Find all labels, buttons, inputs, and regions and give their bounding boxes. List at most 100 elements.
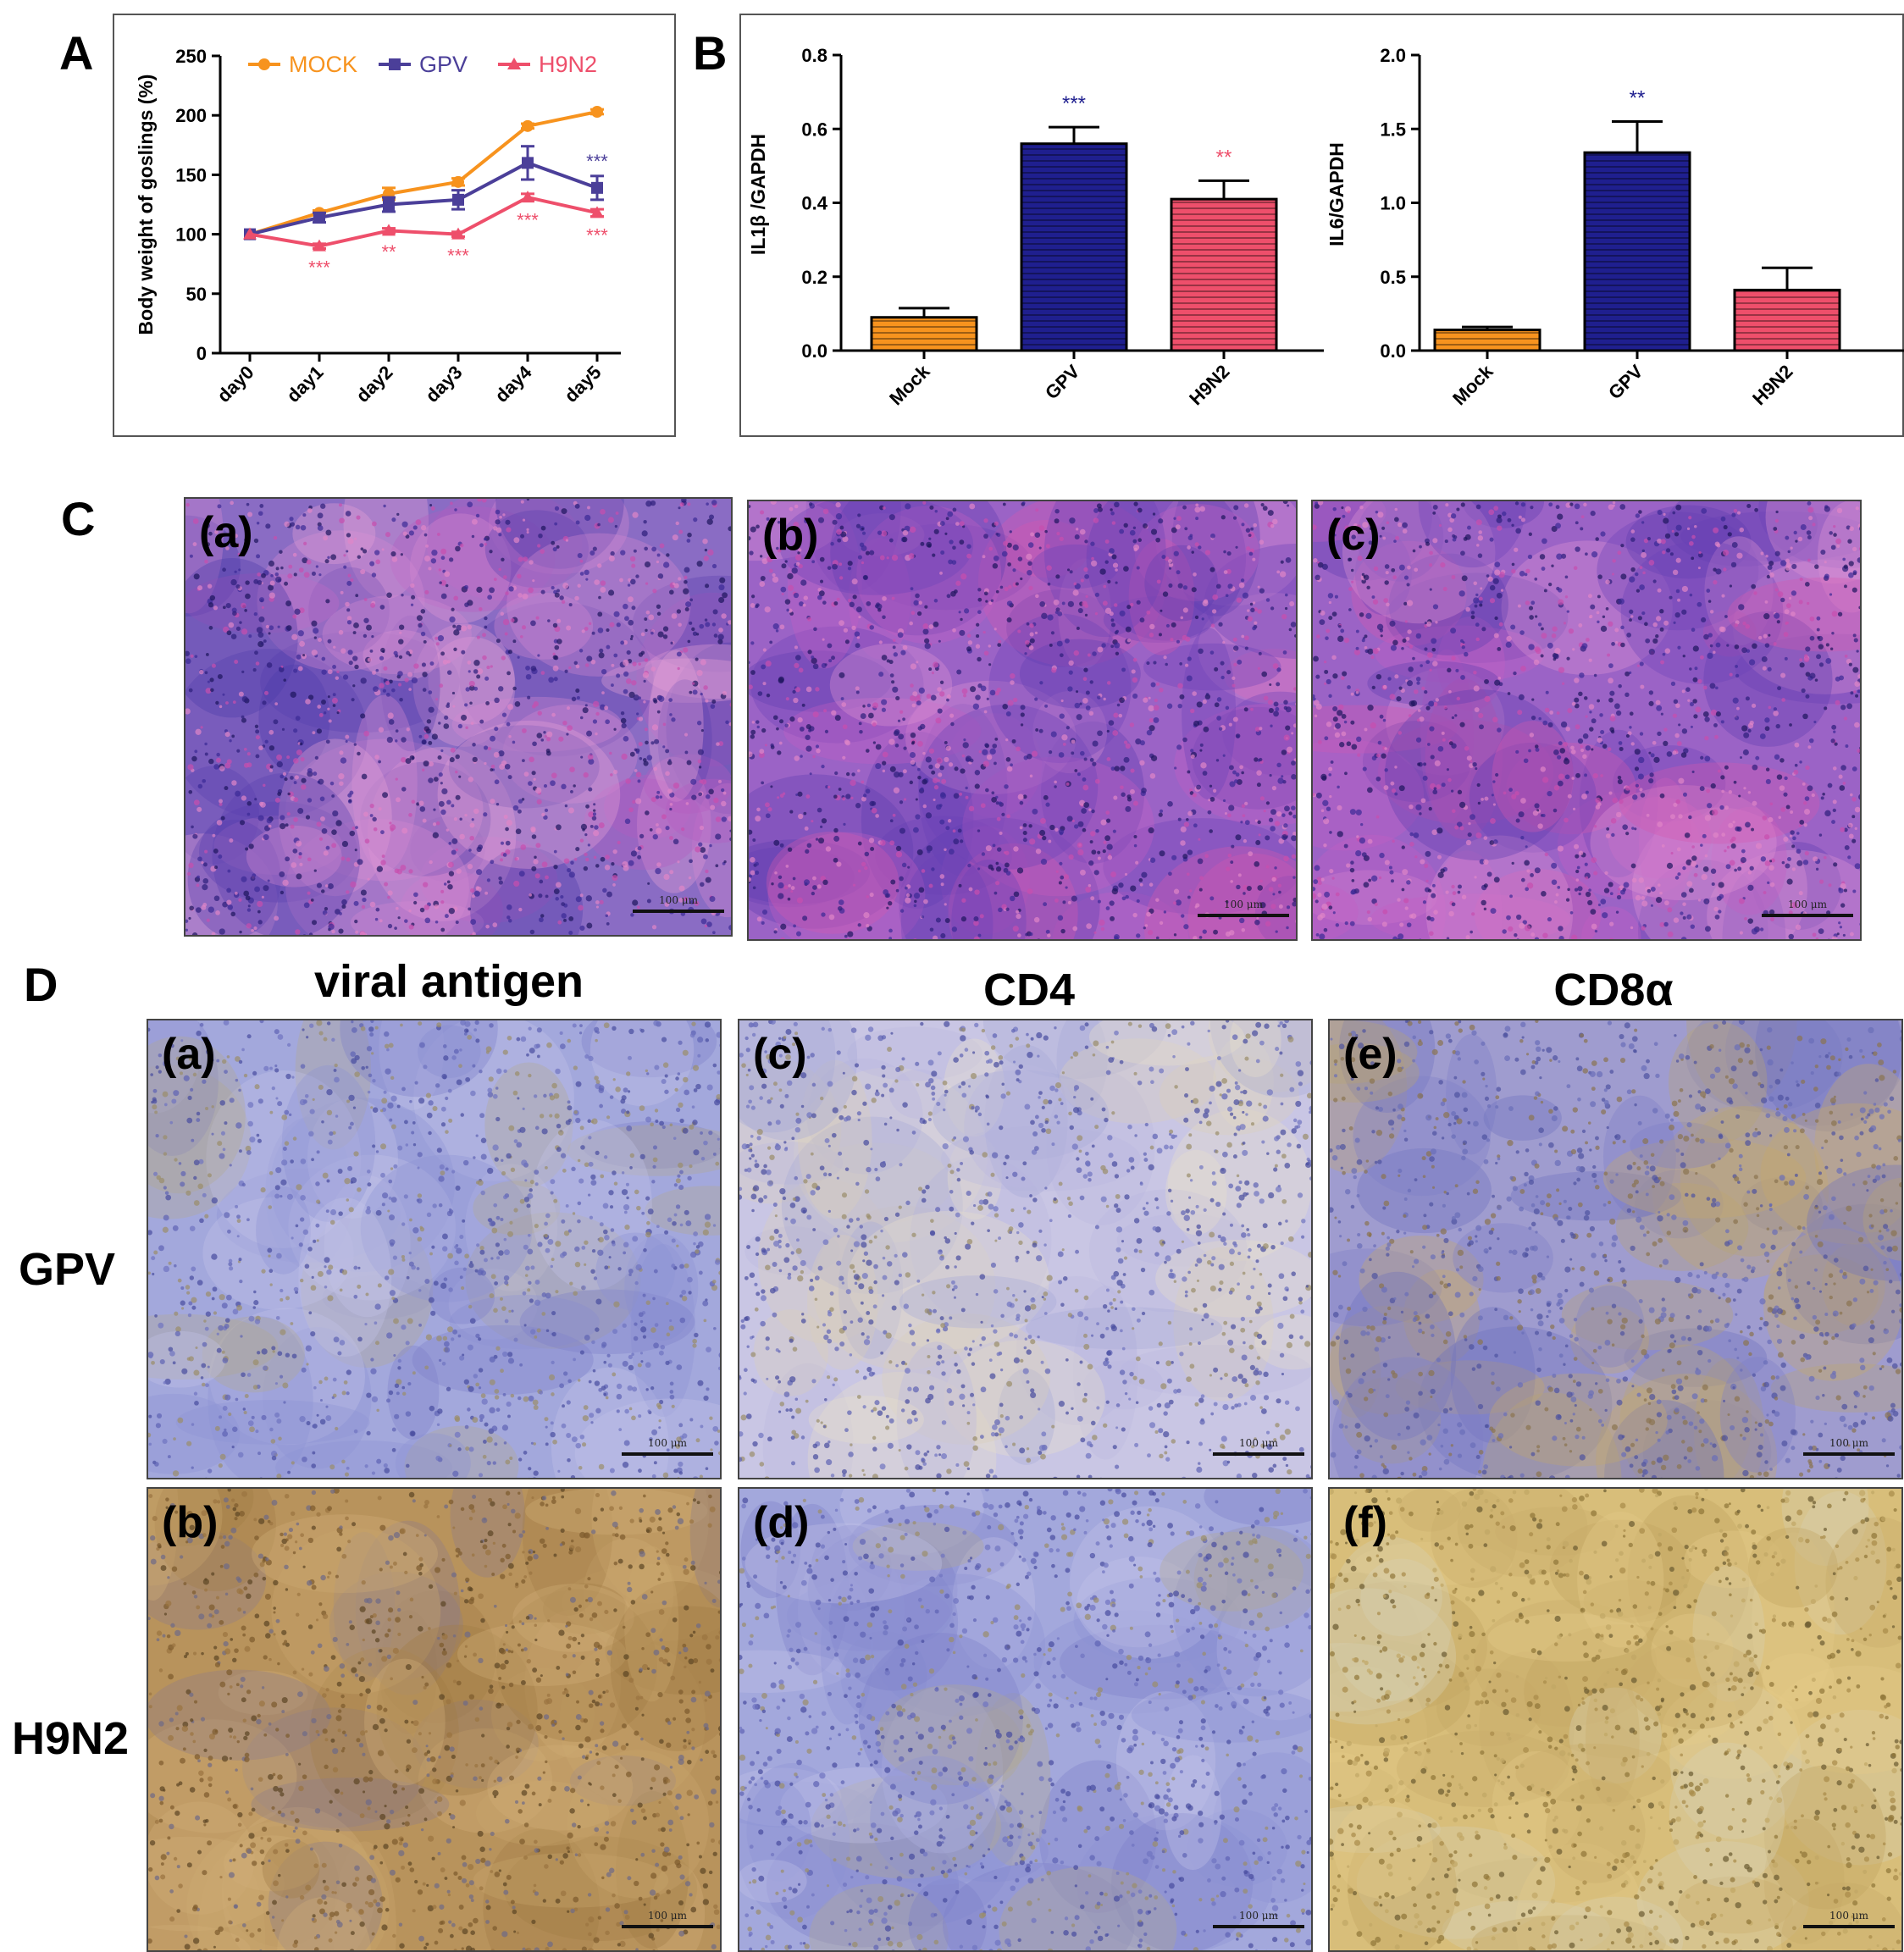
cell-nucleus [690,778,697,785]
cell-nucleus [501,557,505,561]
cell-nucleus [1066,568,1071,572]
cell-nucleus [467,501,473,508]
cell-nucleus [1830,738,1835,744]
cell-nucleus [778,893,784,899]
cell-nucleus [720,788,725,793]
cell-nucleus [644,727,648,732]
cell-nucleus [241,670,245,674]
cell-nucleus [1425,850,1431,857]
cell-nucleus [468,680,475,687]
cell-nucleus [329,781,335,786]
cell-nucleus [1655,634,1659,639]
tissue-texture [1313,501,1860,939]
cell-nucleus [715,816,722,822]
cell-nucleus [1818,928,1824,934]
cell-nucleus [1729,584,1733,588]
tissue-region [1431,850,1503,939]
cell-nucleus [1524,860,1530,866]
cell-nucleus [379,919,383,923]
cell-nucleus [613,653,618,658]
cell-nucleus [256,522,260,525]
cell-nucleus [1753,591,1757,595]
cell-nucleus [769,521,774,526]
cell-nucleus [1280,560,1284,564]
cell-nucleus [386,592,392,598]
cell-nucleus [584,832,588,837]
cell-nucleus [1704,815,1712,821]
cell-nucleus [1802,713,1808,720]
cell-nucleus [506,671,511,676]
cell-nucleus [624,818,631,825]
cell-nucleus [300,756,305,762]
cell-nucleus [379,683,385,688]
cell-nucleus [530,666,537,672]
cell-nucleus [1520,666,1526,672]
cell-nucleus [730,928,731,930]
cell-nucleus [194,749,198,754]
cell-nucleus [860,713,866,720]
cell-nucleus [440,889,445,893]
cell-nucleus [1182,854,1188,860]
cell-nucleus [1431,638,1437,644]
cell-nucleus [1132,526,1137,530]
cell-nucleus [245,847,249,851]
cell-nucleus [192,542,197,546]
cell-nucleus [564,804,568,808]
cell-nucleus [711,700,717,704]
cell-nucleus [1326,678,1331,684]
cell-nucleus [604,705,609,711]
cell-nucleus [226,888,231,893]
cell-nucleus [1323,927,1328,932]
cell-nucleus [599,704,606,711]
cell-nucleus [1620,642,1625,648]
cell-nucleus [651,724,659,731]
cell-nucleus [197,585,203,591]
cell-nucleus [380,830,385,835]
cell-nucleus [1832,808,1836,813]
cell-nucleus [1648,690,1654,695]
cell-nucleus [1519,630,1525,635]
cell-nucleus [231,734,235,738]
cell-nucleus [1226,551,1232,556]
cell-nucleus [363,598,368,601]
cell-nucleus [453,595,459,601]
cell-nucleus [1828,883,1832,888]
cell-nucleus [789,716,795,722]
cell-nucleus [241,795,247,801]
cell-nucleus [1047,614,1054,621]
cell-nucleus [644,561,651,568]
cell-nucleus [290,776,294,780]
cell-nucleus [1600,531,1606,537]
cell-nucleus [898,733,905,740]
cell-nucleus [855,690,860,694]
cell-nucleus [1807,785,1813,792]
cell-nucleus [1056,640,1063,647]
tissue-region [584,778,704,871]
cell-nucleus [452,624,457,628]
cell-nucleus [755,605,759,609]
cell-nucleus [687,502,691,506]
cell-nucleus [1774,518,1779,523]
cell-nucleus [945,517,949,521]
cell-nucleus [585,578,589,581]
cell-nucleus [353,537,357,540]
cell-nucleus [1270,606,1275,611]
cell-nucleus [623,735,629,742]
cell-nucleus [1457,890,1461,894]
cell-nucleus [498,880,504,885]
cell-nucleus [940,882,944,887]
cell-nucleus [297,630,304,637]
cell-nucleus [219,766,225,771]
cell-nucleus [721,800,727,807]
cell-nucleus [1575,878,1580,882]
cell-nucleus [1465,935,1470,939]
cell-nucleus [1557,780,1564,787]
cell-nucleus [1323,843,1327,848]
cell-nucleus [1385,571,1389,575]
tissue-region [1313,834,1446,939]
cell-nucleus [788,584,794,591]
cell-nucleus [1314,714,1318,718]
cell-nucleus [1257,609,1262,614]
cell-nucleus [234,570,237,573]
cell-nucleus [639,1352,644,1355]
